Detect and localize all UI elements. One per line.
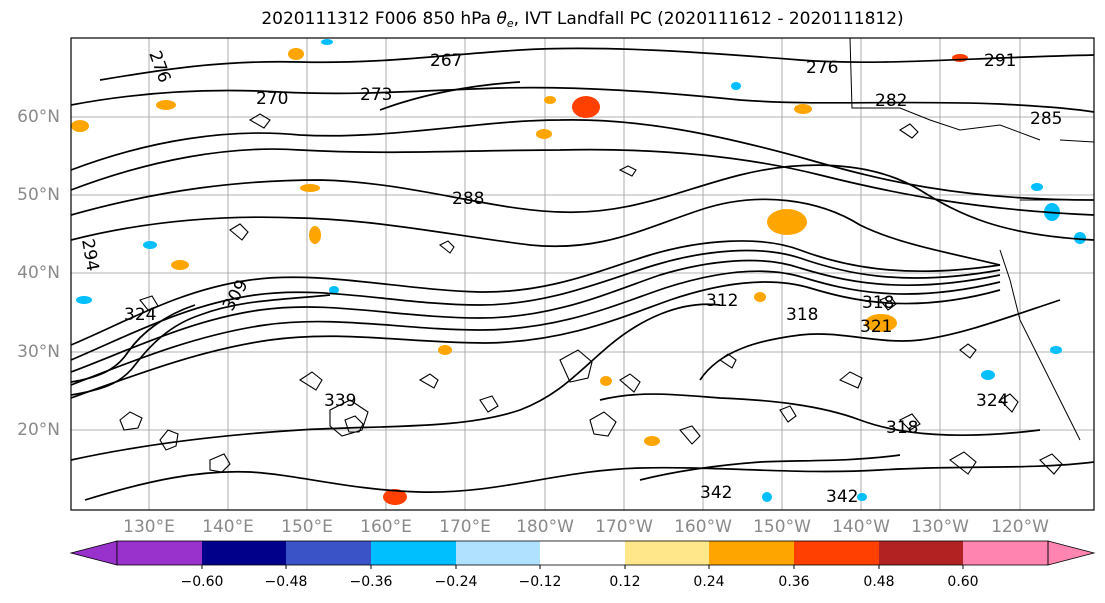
colorbar-bin-2	[286, 541, 371, 565]
colorbar-bin-0	[117, 541, 202, 565]
svg-text:324: 324	[976, 391, 1008, 411]
lon-label-170e: 170°E	[439, 517, 491, 537]
lon-label-130e: 130°E	[123, 517, 175, 537]
contour-labels: 267 270 273 276 285 288 291 282 312 318 …	[77, 48, 1062, 507]
colorbar-tick-label: −0.60	[180, 574, 224, 590]
svg-text:282: 282	[875, 91, 907, 111]
colorbar-bin-10	[963, 541, 1048, 565]
colorbar-bin-8	[794, 541, 879, 565]
lon-label-150e: 150°E	[281, 517, 333, 537]
colorbar-max-extend	[1047, 540, 1096, 566]
lon-label-140w: 140°W	[832, 517, 890, 537]
colorbar-bin-4	[456, 541, 540, 565]
svg-text:270: 270	[256, 89, 288, 109]
lat-label-60n: 60°N	[17, 107, 60, 127]
lon-label-120w: 120°W	[991, 517, 1049, 537]
colorbar-bin-6	[625, 541, 709, 565]
lon-label-160e: 160°E	[360, 517, 412, 537]
svg-text:267: 267	[430, 51, 462, 71]
ivt-pc-shading	[71, 39, 1086, 505]
colorbar-bin-9	[879, 541, 963, 565]
svg-text:276: 276	[806, 58, 838, 78]
colorbar-tick-label: −0.48	[264, 574, 308, 590]
lon-label-160w: 160°W	[674, 517, 732, 537]
svg-text:324: 324	[124, 305, 156, 325]
colorbar-bin-1	[202, 541, 286, 565]
colorbar-bin-3	[371, 541, 456, 565]
coastlines	[849, 38, 1094, 441]
svg-text:291: 291	[984, 51, 1016, 71]
colorbar-tick-label: −0.12	[518, 574, 562, 590]
svg-text:342: 342	[826, 487, 858, 507]
colorbar-tick-label: 0.48	[863, 574, 895, 590]
lon-label-130w: 130°W	[911, 517, 969, 537]
colorbar-bin-7	[709, 541, 794, 565]
lon-label-170w: 170°W	[595, 517, 653, 537]
colorbar-tick-label: −0.24	[434, 574, 478, 590]
colorbar	[69, 540, 1096, 569]
svg-text:318: 318	[886, 418, 918, 438]
svg-text:342: 342	[700, 483, 732, 503]
lon-label-140e: 140°E	[202, 517, 254, 537]
theta-e-contours	[71, 47, 1094, 501]
colorbar-bin-5	[540, 541, 625, 565]
chart-title: 2020111312 F006 850 hPa θe, IVT Landfall…	[261, 9, 904, 30]
svg-text:339: 339	[324, 391, 356, 411]
svg-text:273: 273	[360, 85, 392, 105]
svg-text:288: 288	[452, 189, 484, 209]
lat-label-20n: 20°N	[17, 420, 60, 440]
lon-label-150w: 150°W	[753, 517, 811, 537]
colorbar-min-extend	[69, 540, 118, 566]
svg-text:318: 318	[786, 305, 818, 325]
map-frame	[70, 37, 1095, 511]
lon-label-180w: 180°W	[516, 517, 574, 537]
colorbar-tick-label: 0.24	[693, 574, 725, 590]
gridlines	[71, 38, 1094, 510]
noise-contours	[119, 113, 1063, 475]
colorbar-tick-label: 0.36	[778, 574, 810, 590]
colorbar-tick-label: 0.12	[609, 574, 641, 590]
lat-label-50n: 50°N	[17, 185, 60, 205]
svg-text:321: 321	[860, 317, 892, 337]
svg-text:285: 285	[1030, 109, 1062, 129]
colorbar-tick-label: −0.36	[349, 574, 393, 590]
colorbar-tick-label: 0.60	[947, 574, 979, 590]
lat-label-40n: 40°N	[17, 263, 60, 283]
svg-text:318: 318	[862, 293, 894, 313]
svg-text:312: 312	[706, 291, 738, 311]
lat-label-30n: 30°N	[17, 342, 60, 362]
